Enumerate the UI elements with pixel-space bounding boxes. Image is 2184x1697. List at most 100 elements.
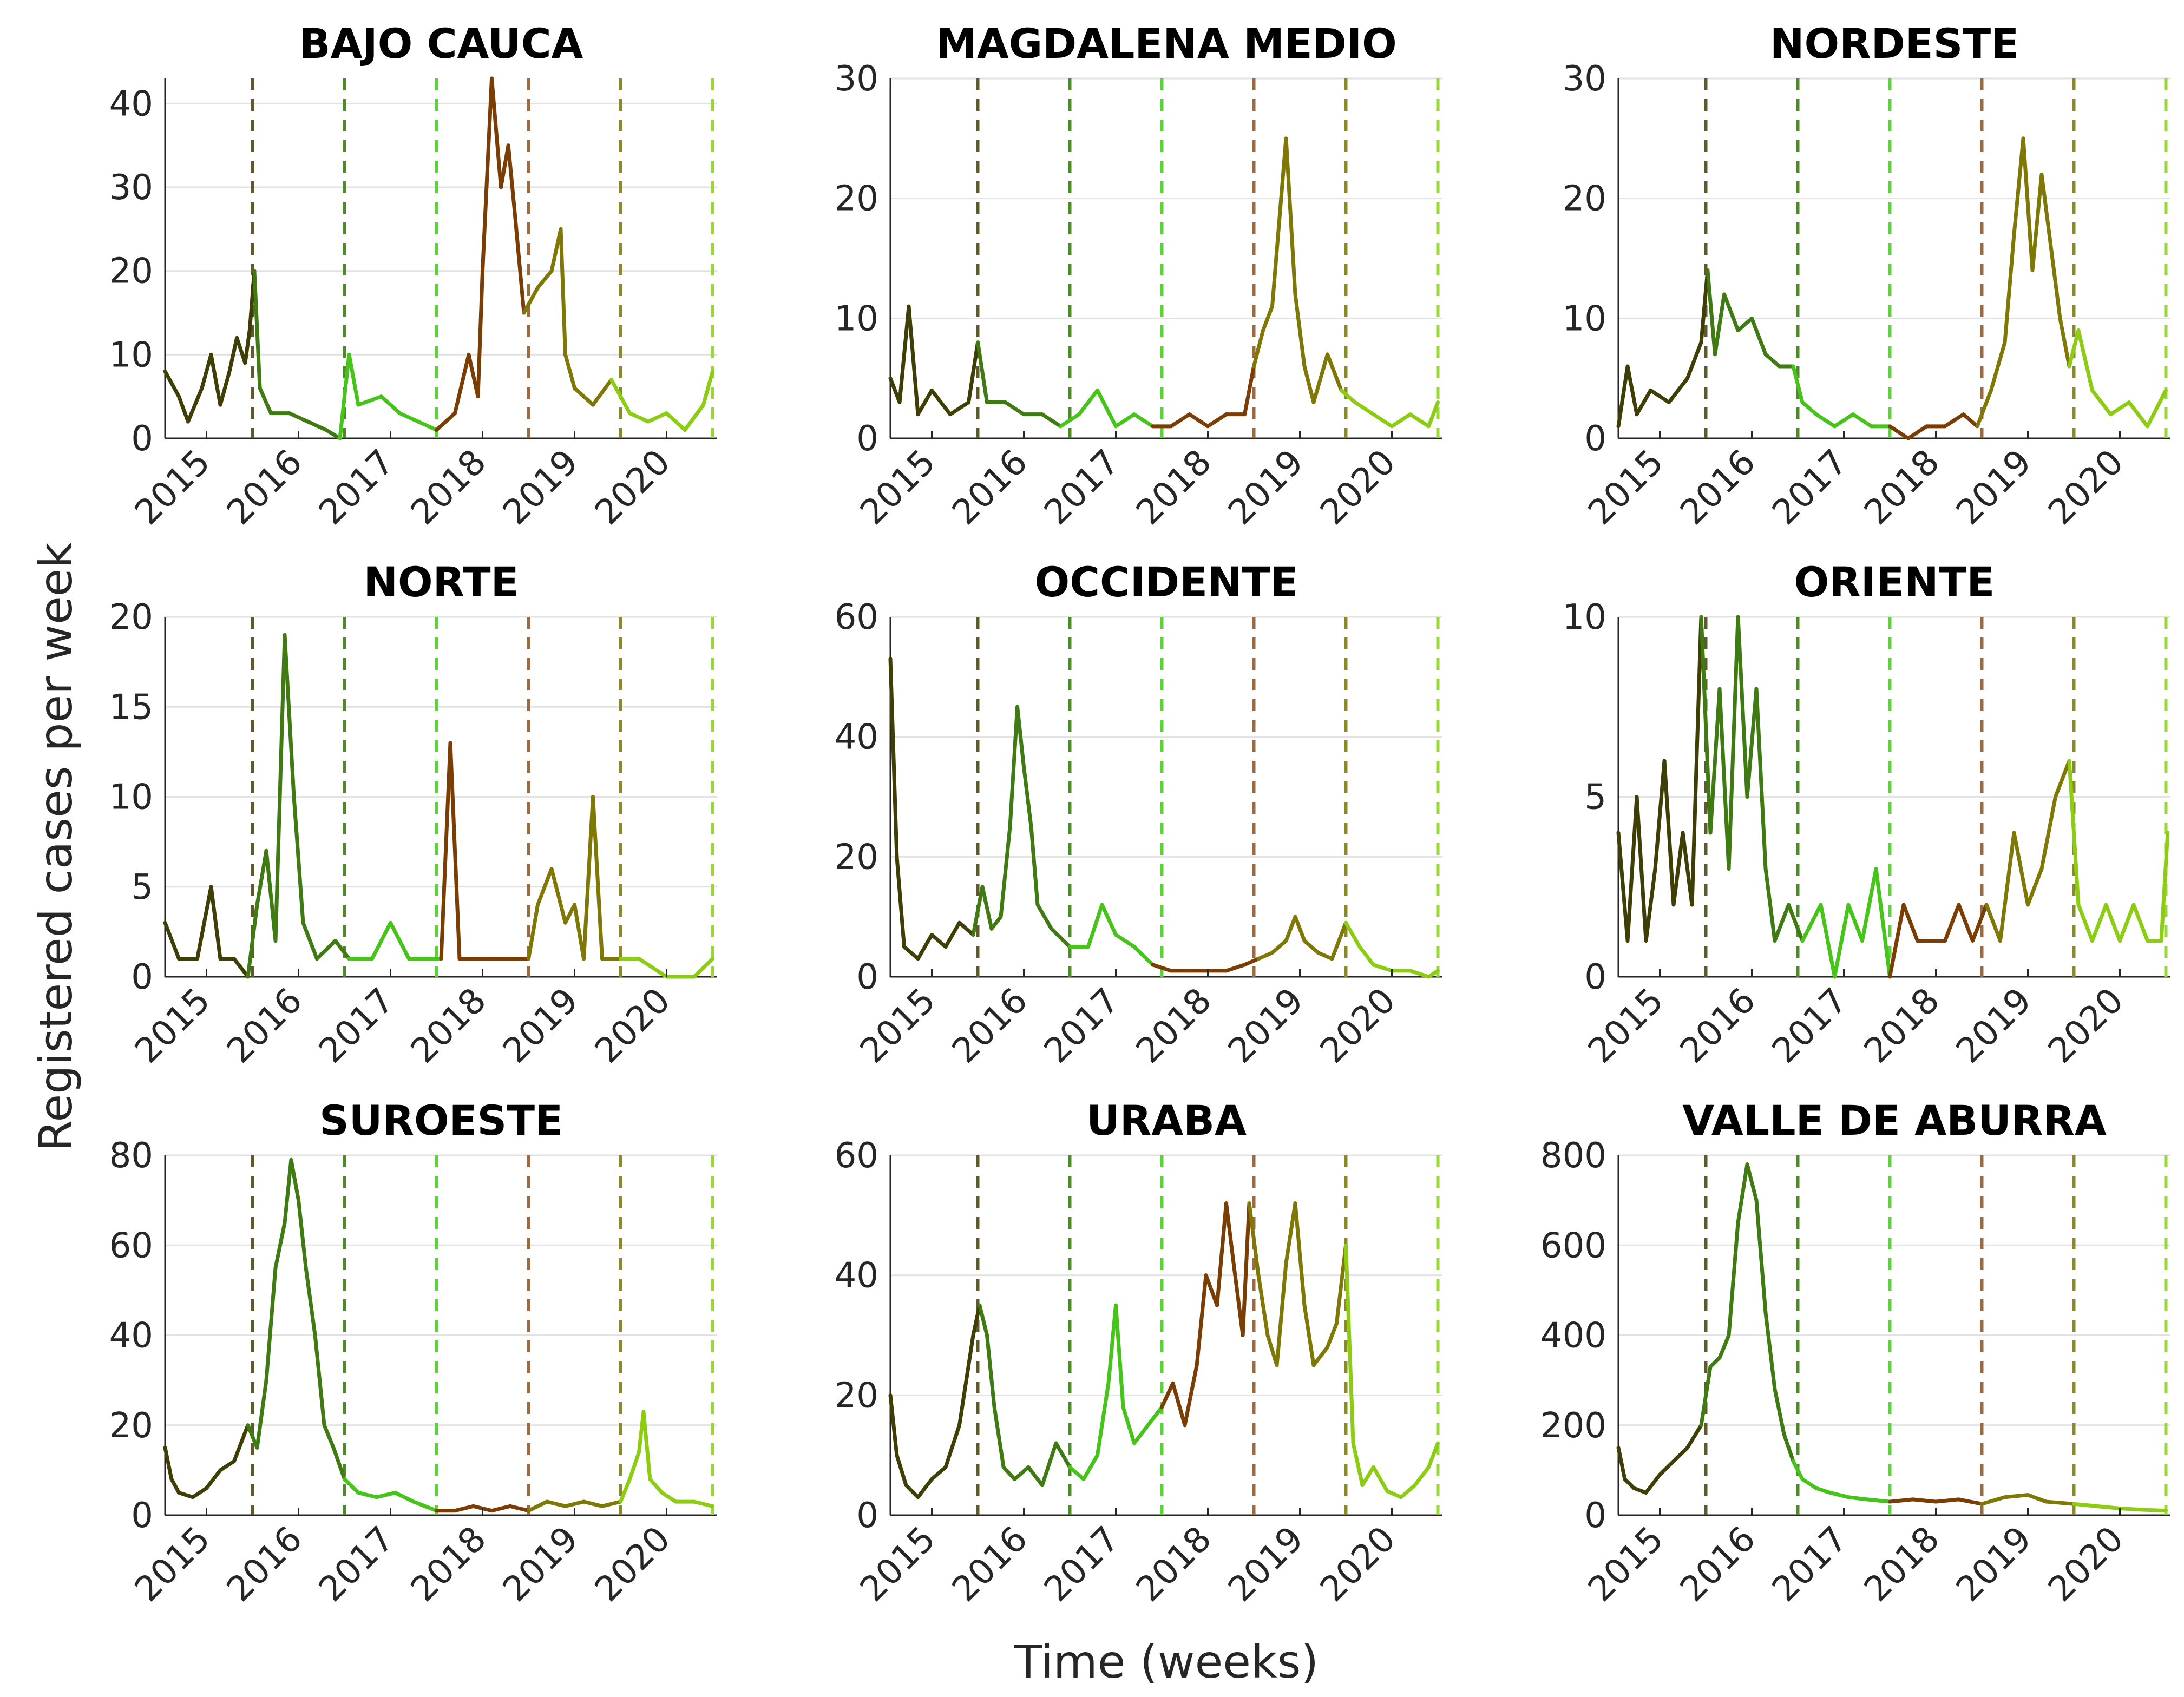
series-segment bbox=[916, 388, 934, 417]
y-tick-label: 10 bbox=[109, 335, 153, 375]
series-segment bbox=[1962, 412, 1979, 429]
series-segment bbox=[1635, 388, 1652, 417]
series-segment bbox=[1671, 831, 1685, 907]
series-segment bbox=[1860, 867, 1878, 943]
series-segment bbox=[1635, 795, 1648, 943]
x-tick-label: 2018 bbox=[1857, 981, 1947, 1071]
series-segment bbox=[246, 903, 259, 979]
series-segment bbox=[1943, 412, 1965, 429]
series-segment bbox=[232, 957, 250, 979]
series-segment bbox=[398, 411, 420, 424]
series-segment bbox=[1326, 352, 1343, 392]
panel-title: MAGDALENA MEDIO bbox=[936, 19, 1396, 68]
series-segment bbox=[1059, 412, 1081, 429]
series-segment bbox=[1791, 364, 1805, 404]
series-segment bbox=[683, 403, 705, 432]
series-segment bbox=[1699, 268, 1710, 345]
series-segment bbox=[1846, 903, 1864, 943]
series-segment bbox=[1888, 903, 1906, 979]
series-segment bbox=[1243, 957, 1261, 967]
series-segment bbox=[1911, 1497, 1938, 1504]
series-segment bbox=[648, 1477, 664, 1495]
y-tick-label: 5 bbox=[131, 867, 153, 907]
x-tick-label: 2018 bbox=[1857, 1519, 1947, 1609]
series-segment bbox=[370, 920, 392, 961]
x-tick-label: 2019 bbox=[495, 442, 586, 532]
series-segment bbox=[1344, 1243, 1355, 1445]
y-tick-label: 10 bbox=[835, 299, 878, 339]
series-segment bbox=[971, 1303, 982, 1337]
series-segment bbox=[1616, 831, 1630, 943]
series-segment bbox=[1828, 1490, 1851, 1499]
series-segment bbox=[1975, 388, 1993, 429]
series-segment bbox=[2039, 795, 2057, 871]
series-segment bbox=[297, 1198, 308, 1270]
series-segment bbox=[957, 1333, 975, 1428]
series-segment bbox=[1054, 1441, 1072, 1469]
y-tick-label: 20 bbox=[835, 1376, 878, 1416]
series-segment bbox=[943, 1423, 961, 1469]
series-segment bbox=[985, 1333, 996, 1409]
series-segment bbox=[1275, 1261, 1288, 1367]
series-segment bbox=[2109, 400, 2131, 417]
series-segment bbox=[1662, 759, 1676, 907]
series-segment bbox=[897, 304, 911, 404]
y-tick-label: 800 bbox=[1540, 1136, 1606, 1176]
series-segment bbox=[2095, 1504, 2122, 1511]
series-segment bbox=[1160, 1381, 1175, 1409]
series-segment bbox=[1763, 867, 1777, 943]
x-tick-label: 2016 bbox=[219, 442, 310, 532]
series-segment bbox=[1015, 705, 1026, 769]
panel-title: BAJO CAUCA bbox=[299, 19, 583, 68]
series-segment bbox=[2054, 759, 2071, 799]
series-segment bbox=[930, 1465, 948, 1481]
series-segment bbox=[490, 1504, 512, 1513]
series-segment bbox=[1690, 615, 1703, 907]
x-tick-label: 2016 bbox=[945, 442, 1035, 532]
series-segment bbox=[1625, 795, 1639, 943]
series-segment bbox=[2146, 388, 2168, 429]
series-segment bbox=[306, 419, 328, 432]
series-segment bbox=[1763, 352, 1781, 369]
series-segment bbox=[967, 340, 980, 404]
series-segment bbox=[536, 867, 554, 907]
series-segment bbox=[1293, 1201, 1307, 1307]
y-tick-label: 30 bbox=[1563, 59, 1606, 99]
series-segment bbox=[411, 1499, 438, 1513]
series-segment bbox=[641, 1410, 652, 1481]
panel-title: OCCIDENTE bbox=[1035, 558, 1298, 606]
x-tick-label: 2020 bbox=[1313, 442, 1403, 532]
series-segment bbox=[1270, 939, 1288, 955]
series-segment bbox=[163, 369, 181, 399]
series-segment bbox=[1311, 1345, 1329, 1367]
series-segment bbox=[1385, 1489, 1403, 1499]
series-segment bbox=[1114, 932, 1136, 949]
series-segment bbox=[481, 76, 494, 273]
series-segment bbox=[389, 920, 411, 961]
series-segment bbox=[1934, 1497, 1961, 1504]
series-segment bbox=[1360, 1465, 1375, 1488]
series-segment bbox=[895, 1453, 908, 1488]
series-segment bbox=[536, 269, 554, 290]
y-tick-label: 20 bbox=[109, 597, 153, 637]
series-segment bbox=[1671, 1445, 1689, 1463]
x-tick-label: 2020 bbox=[2041, 1519, 2131, 1609]
x-tick-label: 2016 bbox=[1673, 1519, 1763, 1609]
series-segment bbox=[264, 848, 278, 943]
series-segment bbox=[163, 920, 181, 961]
series-segment bbox=[331, 1445, 346, 1481]
series-segment bbox=[1699, 1365, 1713, 1428]
series-segment bbox=[660, 1490, 678, 1504]
series-segment bbox=[2067, 328, 2081, 369]
y-tick-label: 400 bbox=[1540, 1316, 1606, 1356]
series-segment bbox=[1736, 1162, 1749, 1225]
series-segment bbox=[1195, 1273, 1208, 1367]
series-segment bbox=[1040, 1441, 1058, 1488]
series-segment bbox=[338, 352, 351, 440]
series-segment bbox=[1658, 1459, 1676, 1477]
y-tick-label: 20 bbox=[835, 179, 878, 219]
series-segment bbox=[333, 939, 351, 961]
